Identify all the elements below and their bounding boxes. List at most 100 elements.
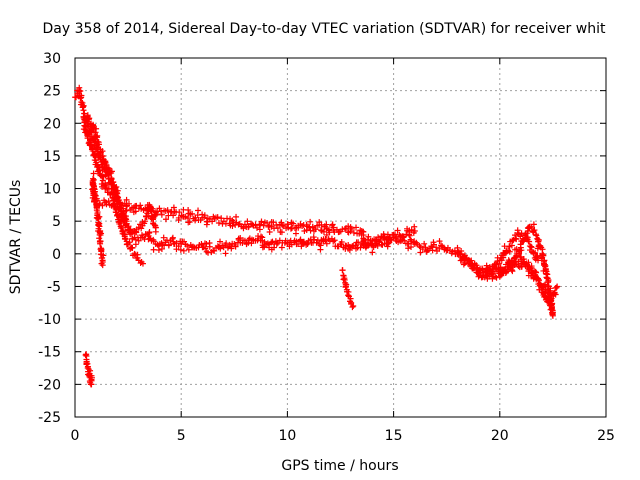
data-point	[109, 179, 116, 186]
data-point	[80, 107, 87, 114]
data-point	[169, 234, 176, 241]
data-point	[149, 205, 156, 212]
data-point	[513, 236, 520, 243]
data-point	[217, 245, 224, 252]
data-point	[180, 247, 187, 254]
data-point	[94, 134, 101, 141]
data-point	[345, 292, 352, 299]
data-point	[165, 242, 172, 249]
data-point	[132, 208, 139, 215]
data-point	[307, 218, 314, 225]
data-point	[365, 233, 372, 240]
data-point	[133, 229, 140, 236]
y-tick-label: -25	[38, 410, 61, 426]
y-tick-label: 0	[52, 247, 61, 263]
y-tick-labels: -25 -20 -15 -10 -5 0 5 10 15 20 25 30	[38, 51, 61, 426]
chart-title: Day 358 of 2014, Sidereal Day-to-day VTE…	[43, 21, 606, 37]
data-point	[533, 232, 540, 239]
data-point	[90, 170, 97, 177]
data-point	[146, 229, 153, 236]
data-point	[170, 240, 177, 247]
data-point	[396, 231, 403, 238]
x-tick-label: 5	[177, 428, 186, 444]
data-point	[489, 268, 496, 275]
data-point	[355, 239, 362, 246]
data-point	[79, 104, 86, 111]
y-tick-label: 5	[52, 214, 61, 230]
data-point	[203, 240, 210, 247]
data-point	[430, 239, 437, 246]
data-point	[77, 95, 84, 102]
data-point	[89, 145, 96, 152]
data-point	[240, 225, 247, 232]
data-point	[506, 248, 513, 255]
data-point	[100, 173, 107, 180]
y-tick-label: -5	[47, 279, 61, 295]
data-point	[244, 218, 251, 225]
data-point	[258, 218, 265, 225]
data-point	[95, 227, 102, 234]
data-point	[93, 125, 100, 132]
data-point	[203, 221, 210, 228]
data-point	[117, 223, 124, 230]
data-point	[142, 218, 149, 225]
data-point	[317, 246, 324, 253]
data-point	[232, 243, 239, 250]
data-point	[408, 243, 415, 250]
data-point	[436, 238, 443, 245]
data-point	[380, 231, 387, 238]
x-tick-label: 0	[71, 428, 80, 444]
data-point	[146, 203, 153, 210]
data-point	[264, 240, 271, 247]
data-point	[85, 130, 92, 137]
grid-lines	[75, 58, 606, 417]
data-point	[158, 245, 165, 252]
data-point	[189, 210, 196, 217]
data-point	[102, 158, 109, 165]
data-point	[99, 177, 106, 184]
data-point	[127, 226, 134, 233]
data-point	[73, 94, 80, 101]
data-point	[416, 242, 423, 249]
data-point	[339, 267, 346, 274]
data-point	[257, 233, 264, 240]
data-point	[116, 200, 123, 207]
data-point	[346, 247, 353, 254]
data-point	[88, 374, 95, 381]
data-point	[496, 260, 503, 267]
data-point	[118, 213, 125, 220]
data-point	[527, 243, 534, 250]
data-point	[92, 198, 99, 205]
data-point	[342, 283, 349, 290]
data-point	[530, 221, 537, 228]
data-point	[383, 235, 390, 242]
data-point	[518, 247, 525, 254]
data-point	[205, 249, 212, 256]
data-point	[357, 244, 364, 251]
data-point	[126, 239, 133, 246]
data-point	[549, 300, 556, 307]
data-point	[245, 224, 252, 231]
data-point	[108, 185, 115, 192]
data-point	[437, 242, 444, 249]
data-point	[155, 246, 162, 253]
data-point	[177, 246, 184, 253]
data-point	[300, 238, 307, 245]
data-point	[273, 241, 280, 248]
data-point	[195, 207, 202, 214]
data-point	[348, 299, 355, 306]
data-point	[284, 221, 291, 228]
data-point	[547, 291, 554, 298]
data-point	[514, 227, 521, 234]
data-point	[295, 241, 302, 248]
data-point	[118, 224, 125, 231]
y-tick-label: 25	[43, 84, 61, 100]
data-point	[549, 309, 556, 316]
data-point	[348, 225, 355, 232]
data-point	[320, 228, 327, 235]
data-point	[84, 112, 91, 119]
data-point	[105, 198, 112, 205]
data-point	[350, 303, 357, 310]
data-point	[540, 284, 547, 291]
y-axis-label: SDTVAR / TECUs	[8, 180, 24, 295]
